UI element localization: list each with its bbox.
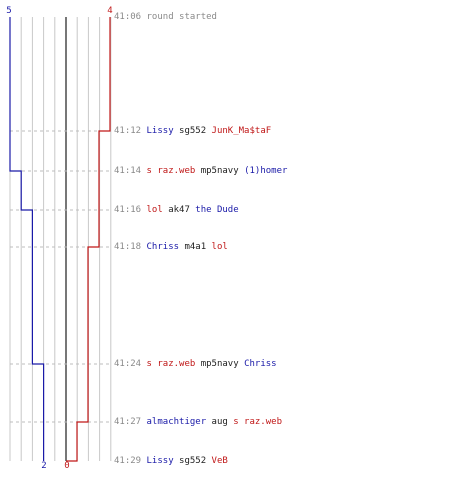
- event-time: 41:12: [114, 126, 147, 136]
- event-text-part: JunK_Ma$taF: [211, 126, 272, 136]
- red-start-count: 4: [107, 6, 112, 16]
- event-text-part: VeB: [211, 456, 228, 466]
- event-time: 41:24: [114, 359, 147, 369]
- event-time: 41:29: [114, 456, 147, 466]
- event-text-part: lol: [146, 205, 163, 215]
- event-text-part: almachtiger: [146, 417, 207, 427]
- event-time: 41:06: [114, 12, 147, 22]
- event-text-part: ak47: [162, 205, 196, 215]
- event-text-part: sg552: [173, 126, 212, 136]
- event-text-part: round started: [146, 12, 217, 22]
- event-text-part: s raz.web: [233, 417, 282, 427]
- kill-feed-row: 41:14 s raz.web mp5navy (1)homer: [114, 166, 287, 176]
- event-text-part: the Dude: [195, 205, 239, 215]
- event-text-part: mp5navy: [195, 359, 245, 369]
- event-text-part: Lissy: [146, 456, 174, 466]
- event-text-part: Chriss: [244, 359, 277, 369]
- kill-feed-row: 41:16 lol ak47 the Dude: [114, 205, 239, 215]
- event-text-part: m4a1: [179, 242, 212, 252]
- blue-start-count: 5: [6, 6, 11, 16]
- kill-feed-row: 41:24 s raz.web mp5navy Chriss: [114, 359, 277, 369]
- kill-feed-row: 41:18 Chriss m4a1 lol: [114, 242, 228, 252]
- event-text-part: Chriss: [146, 242, 180, 252]
- event-time: 41:27: [114, 417, 147, 427]
- blue-final-count: 2: [41, 461, 46, 471]
- kill-feed-row: 41:29 Lissy sg552 VeB: [114, 456, 228, 466]
- kill-feed-row: 41:06 round started: [114, 12, 217, 22]
- event-text-part: aug: [206, 417, 234, 427]
- kill-feed-row: 41:12 Lissy sg552 JunK_Ma$taF: [114, 126, 271, 136]
- event-text-part: s raz.web: [146, 359, 196, 369]
- event-text-part: sg552: [173, 456, 212, 466]
- kill-feed-row: 41:27 almachtiger aug s raz.web: [114, 417, 282, 427]
- event-text-part: (1)homer: [244, 166, 288, 176]
- event-text-part: mp5navy: [195, 166, 245, 176]
- event-time: 41:16: [114, 205, 147, 215]
- event-text-part: s raz.web: [146, 166, 196, 176]
- blue-team-line: [9, 17, 45, 461]
- red-final-count: 0: [64, 461, 69, 471]
- red-team-line: [66, 17, 111, 462]
- event-text-part: Lissy: [146, 126, 174, 136]
- event-time: 41:14: [114, 166, 147, 176]
- event-text-part: lol: [211, 242, 228, 252]
- event-time: 41:18: [114, 242, 147, 252]
